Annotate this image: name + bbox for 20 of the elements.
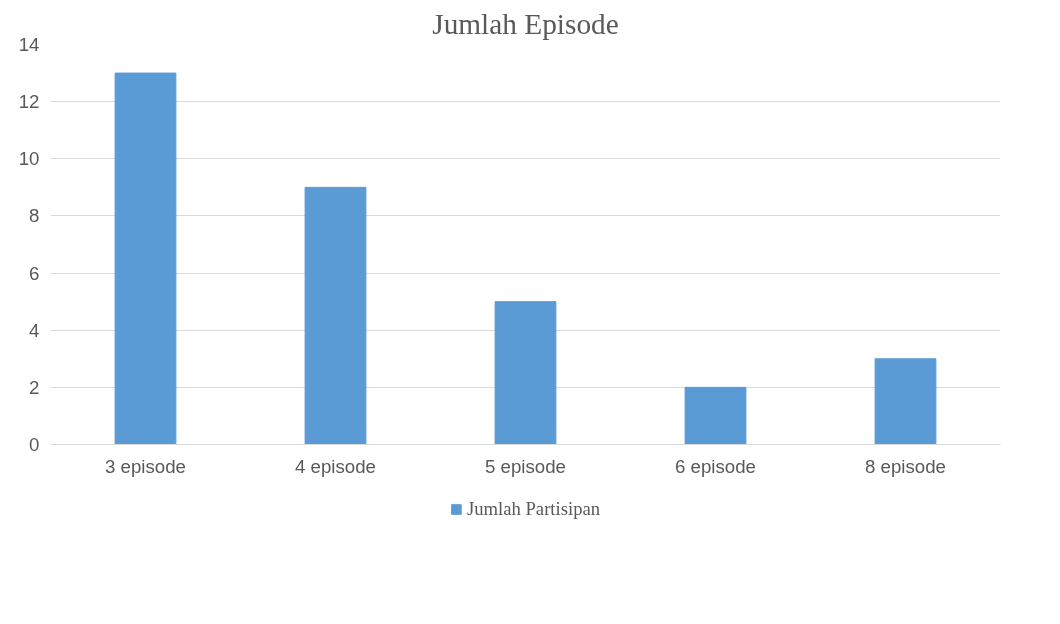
y-tick-label: 10	[18, 148, 40, 170]
chart-title: Jumlah Episode	[432, 7, 619, 40]
bar	[114, 72, 177, 445]
y-tick-label: 2	[29, 376, 40, 398]
x-tick-label: 4 episode	[295, 455, 376, 477]
bar	[494, 301, 557, 445]
y-tick-label: 6	[29, 262, 40, 284]
x-tick-label: 6 episode	[675, 455, 756, 477]
bar	[304, 186, 367, 445]
x-tick-label: 5 episode	[485, 455, 566, 477]
y-tick-label: 8	[29, 205, 40, 227]
y-tick-label: 14	[18, 34, 40, 55]
x-tick-label: 8 episode	[865, 455, 946, 477]
y-tick-label: 12	[18, 91, 40, 113]
legend-label: Jumlah Partisipan	[466, 498, 601, 520]
y-tick-label: 4	[29, 319, 40, 341]
bar	[684, 386, 747, 445]
x-tick-label: 3 episode	[105, 455, 186, 477]
y-tick-label: 0	[29, 434, 40, 455]
bar	[874, 358, 937, 445]
